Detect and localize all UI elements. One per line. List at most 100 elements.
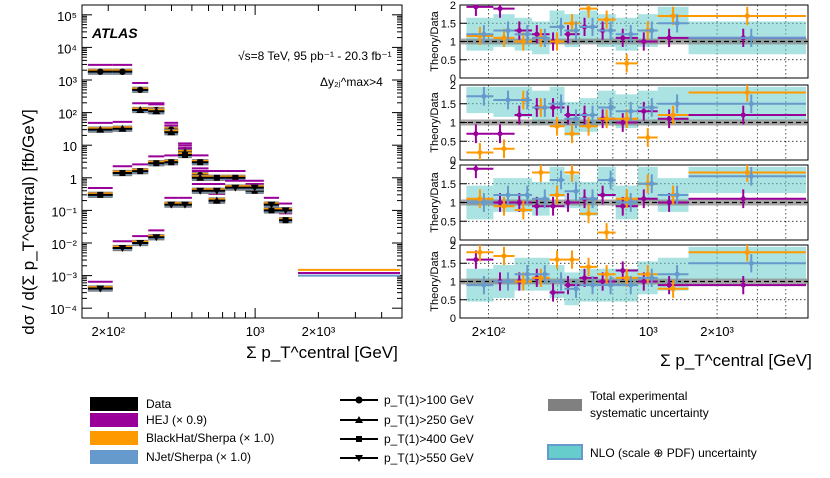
ratio-point bbox=[748, 173, 754, 179]
ratio-point bbox=[590, 196, 596, 202]
ratio-point bbox=[477, 150, 483, 155]
ratio-point bbox=[565, 112, 571, 118]
legend-label-blackhat: BlackHat/Sherpa (× 1.0) bbox=[146, 431, 274, 445]
ratio-point bbox=[558, 101, 564, 107]
data-point bbox=[136, 106, 145, 114]
ratio-point bbox=[520, 207, 526, 213]
ratio-y-tick-label: 2 bbox=[450, 0, 456, 12]
ratio-point bbox=[620, 35, 626, 41]
ratio-point bbox=[534, 31, 540, 37]
y-tick-label: 10² bbox=[58, 107, 77, 122]
nlo-band bbox=[493, 86, 515, 117]
ratio-point bbox=[670, 112, 676, 118]
ratio-point bbox=[608, 28, 614, 34]
legend-label-cut-250: p_T(1)>250 GeV bbox=[384, 413, 474, 427]
data-point bbox=[212, 187, 221, 195]
ratio-panels: 0 0.5 1 1.5 2 Theory/Data 0 0.5 1 1.5 2 Theory/Data… bbox=[429, 0, 809, 339]
legend-marker-square bbox=[356, 436, 362, 442]
ratio-point bbox=[481, 31, 487, 37]
ratio-point bbox=[565, 31, 571, 37]
ratio-point bbox=[600, 279, 606, 284]
ratio-point bbox=[641, 39, 647, 44]
ratio-point bbox=[550, 289, 556, 295]
experiment-label: ATLAS bbox=[91, 25, 138, 41]
ratio-point bbox=[620, 203, 626, 209]
syst-band bbox=[460, 278, 808, 285]
ratio-y-tick-label: 2 bbox=[450, 160, 456, 172]
ratio-y-tick-label: 1 bbox=[450, 37, 456, 49]
y-tick-label: 10⁴ bbox=[57, 41, 77, 56]
ratio-point bbox=[674, 101, 680, 107]
legend-label-data: Data bbox=[146, 397, 172, 411]
ratio-point bbox=[641, 196, 647, 202]
legend-swatch-nlo bbox=[547, 444, 583, 460]
ratio-point bbox=[538, 275, 544, 281]
ratio-point bbox=[505, 28, 511, 34]
y-tick-label: 10 bbox=[63, 139, 77, 154]
ratio-point bbox=[550, 105, 556, 110]
data-point bbox=[97, 191, 104, 198]
ratio-y-tick-label: 0 bbox=[450, 73, 456, 85]
ratio-y-axis-label: Theory/Data bbox=[429, 171, 441, 232]
ratio-point bbox=[497, 6, 503, 12]
ratio-point bbox=[645, 271, 651, 277]
ratio-point bbox=[565, 282, 571, 288]
nlo-band bbox=[597, 166, 616, 197]
main-x-axis-label: Σ p_T^central [GeV] bbox=[246, 343, 398, 362]
data-point bbox=[197, 159, 204, 166]
ratio-point bbox=[620, 120, 626, 125]
ratio-point bbox=[473, 4, 479, 10]
ratio-point bbox=[604, 271, 610, 277]
ratio-panel-2: 0 0.5 1 1.5 2 Theory/Data bbox=[429, 160, 809, 247]
ratio-point bbox=[649, 28, 655, 34]
ratio-point bbox=[744, 170, 750, 175]
data-point bbox=[152, 234, 161, 242]
legend-marker-circle bbox=[355, 396, 363, 404]
ratio-point bbox=[554, 123, 560, 129]
data-point bbox=[136, 239, 145, 247]
ratio-y-tick-label: 1 bbox=[450, 198, 456, 210]
ratio-point bbox=[473, 166, 479, 172]
legend-swatch-hej bbox=[90, 413, 138, 427]
ratio-point bbox=[573, 116, 579, 122]
ratio-point bbox=[628, 200, 634, 205]
ratio-point bbox=[586, 123, 592, 129]
data-point bbox=[282, 217, 289, 224]
ratio-point bbox=[501, 35, 507, 41]
ratio-y-tick-label: 0 bbox=[450, 235, 456, 247]
ratio-point bbox=[542, 196, 548, 202]
ratio-y-tick-label: 1.5 bbox=[441, 179, 456, 191]
ratio-panel-0: 0 0.5 1 1.5 2 Theory/Data bbox=[429, 0, 809, 85]
ratio-point bbox=[674, 192, 680, 198]
ratio-point bbox=[608, 177, 614, 183]
ratio-point bbox=[624, 275, 630, 281]
ratio-point bbox=[744, 249, 750, 255]
ratio-point bbox=[620, 268, 626, 274]
ratio-point bbox=[473, 257, 479, 263]
ratio-y-tick-label: 2 bbox=[450, 240, 456, 252]
ratio-point bbox=[649, 105, 655, 110]
legend-label-cut-100: p_T(1)>100 GeV bbox=[384, 393, 474, 407]
legend-marker-triangle-up bbox=[355, 416, 363, 423]
data-point bbox=[196, 187, 205, 195]
ratio-point bbox=[505, 192, 511, 198]
ratio-point bbox=[569, 20, 575, 26]
y-tick-label: 10⁻¹ bbox=[51, 204, 77, 219]
ratio-point bbox=[554, 192, 560, 198]
ratio-point bbox=[516, 112, 522, 118]
ratio-point bbox=[674, 20, 680, 26]
data-point bbox=[180, 201, 189, 209]
ratio-y-tick-label: 0.5 bbox=[441, 136, 456, 148]
energy-label: √s=8 TeV, 95 pb⁻¹ - 20.3 fb⁻¹ bbox=[238, 49, 392, 63]
legend-label-cut-400: p_T(1)>400 GeV bbox=[384, 432, 474, 446]
ratio-point bbox=[477, 249, 483, 255]
data-point bbox=[181, 152, 188, 159]
ratio-point bbox=[628, 282, 634, 288]
ratio-y-tick-label: 1 bbox=[450, 118, 456, 130]
data-point bbox=[213, 174, 220, 181]
ratio-point bbox=[569, 131, 575, 137]
ratio-point bbox=[516, 200, 522, 205]
ratio-x-tick-label: 10³ bbox=[639, 324, 658, 339]
data-point bbox=[232, 174, 239, 181]
ratio-point bbox=[748, 101, 754, 107]
